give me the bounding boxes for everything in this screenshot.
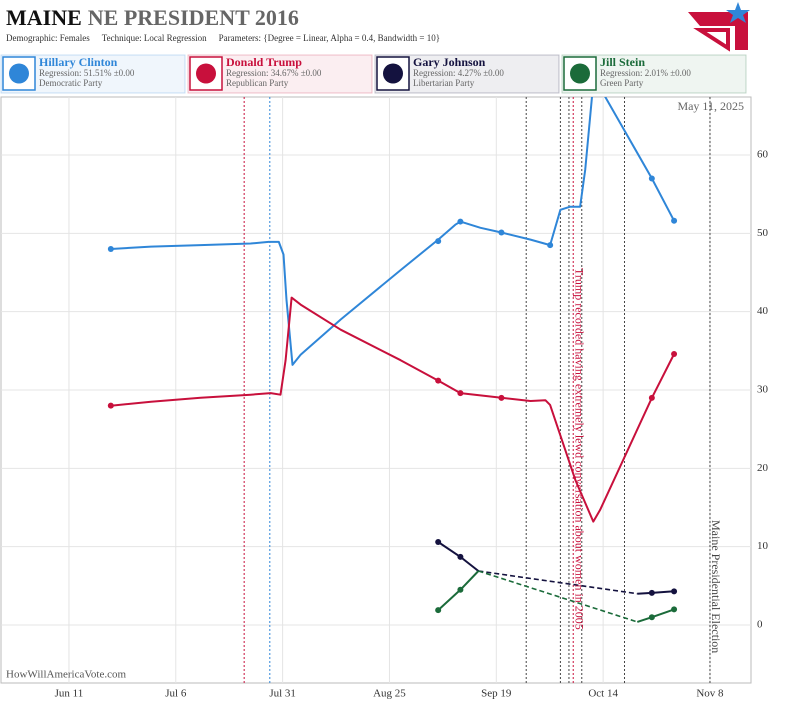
x-tick-label: Jun 11: [55, 688, 84, 700]
series-line: [110, 296, 675, 523]
subtitle: Demographic: Females Technique: Local Reg…: [6, 33, 440, 43]
subtitle-item: Parameters: {Degree = Linear, Alpha = 0.…: [219, 33, 440, 43]
data-point: [435, 607, 442, 614]
series-line: [437, 541, 675, 595]
legend-regression: Regression: 2.01% ±0.00: [600, 68, 691, 78]
data-point: [648, 589, 655, 596]
data-point: [457, 218, 464, 225]
y-tick-label: 20: [757, 462, 769, 474]
series-line: [110, 97, 675, 366]
data-point: [435, 238, 442, 245]
data-point: [457, 586, 464, 593]
y-tick-label: 10: [757, 540, 769, 552]
series-dashed-line: [478, 570, 638, 623]
data-point: [435, 377, 442, 384]
chart-title: MAINE NE PRESIDENT 2016: [6, 5, 299, 30]
labels: Jun 11 Jul 6 Jul 31 Aug 25 Sep 19 Oct 14 Nov 8…: [6, 99, 769, 700]
source: HowWillAmericaVote.com: [6, 669, 126, 681]
data-point: [671, 588, 678, 595]
data-point: [457, 390, 464, 397]
legend-name: Hillary Clinton: [39, 55, 118, 69]
data-point: [435, 538, 442, 545]
data-point: [671, 606, 678, 613]
subtitle-item: Technique: Local Regression: [102, 33, 207, 43]
x-tick-label: Jul 6: [165, 688, 187, 700]
legend-party: Libertarian Party: [413, 78, 475, 88]
x-tick-label: Aug 25: [373, 688, 406, 700]
y-tick-label: 0: [757, 619, 763, 631]
date-note: May 11, 2025: [677, 99, 744, 113]
event-annotation: Maine Presidential Election: [709, 520, 723, 653]
data-point: [547, 242, 554, 249]
title-state: MAINE: [6, 5, 82, 30]
data-point: [498, 229, 505, 236]
plot-area: [107, 97, 678, 623]
logo: [688, 2, 750, 52]
y-tick-label: 50: [757, 227, 769, 239]
data-point: [671, 350, 678, 357]
data-point: [107, 245, 114, 252]
series-dashed-line: [478, 570, 638, 595]
legend-icon-symbol: [570, 63, 590, 84]
legend-regression: Regression: 51.51% ±0.00: [39, 68, 135, 78]
event-annotation: Trump recorded having extremely lewd con…: [572, 268, 586, 630]
data-point: [107, 402, 114, 409]
x-tick-label: Nov 8: [696, 688, 724, 700]
x-tick-label: Oct 14: [588, 688, 618, 700]
data-point: [457, 553, 464, 560]
data-point: [498, 394, 505, 401]
data-point: [648, 394, 655, 401]
legend-name: Jill Stein: [600, 55, 645, 69]
y-tick-label: 40: [757, 305, 769, 317]
legend-name: Gary Johnson: [413, 55, 486, 69]
legend-name: Donald Trump: [226, 55, 302, 69]
legend-party: Democratic Party: [39, 78, 103, 88]
legend-icon-symbol: [196, 63, 216, 84]
legend-regression: Regression: 4.27% ±0.00: [413, 68, 504, 78]
legend-icon-symbol: [9, 63, 29, 84]
legend-party: Green Party: [600, 78, 644, 88]
y-tick-label: 60: [757, 149, 769, 161]
legend-party: Republican Party: [226, 78, 289, 88]
legend-regression: Regression: 34.67% ±0.00: [226, 68, 322, 78]
data-point: [671, 217, 678, 224]
legend-icon: [563, 56, 597, 91]
legend-icon-symbol: [383, 63, 403, 84]
x-tick-label: Sep 19: [481, 688, 512, 700]
title-rest: NE PRESIDENT 2016: [88, 5, 299, 30]
x-tick-label: Jul 31: [269, 688, 296, 700]
data-point: [648, 175, 655, 182]
data-point: [648, 614, 655, 621]
subtitle-item: Demographic: Females: [6, 33, 90, 43]
grid: [1, 97, 751, 683]
y-tick-label: 30: [757, 384, 769, 396]
